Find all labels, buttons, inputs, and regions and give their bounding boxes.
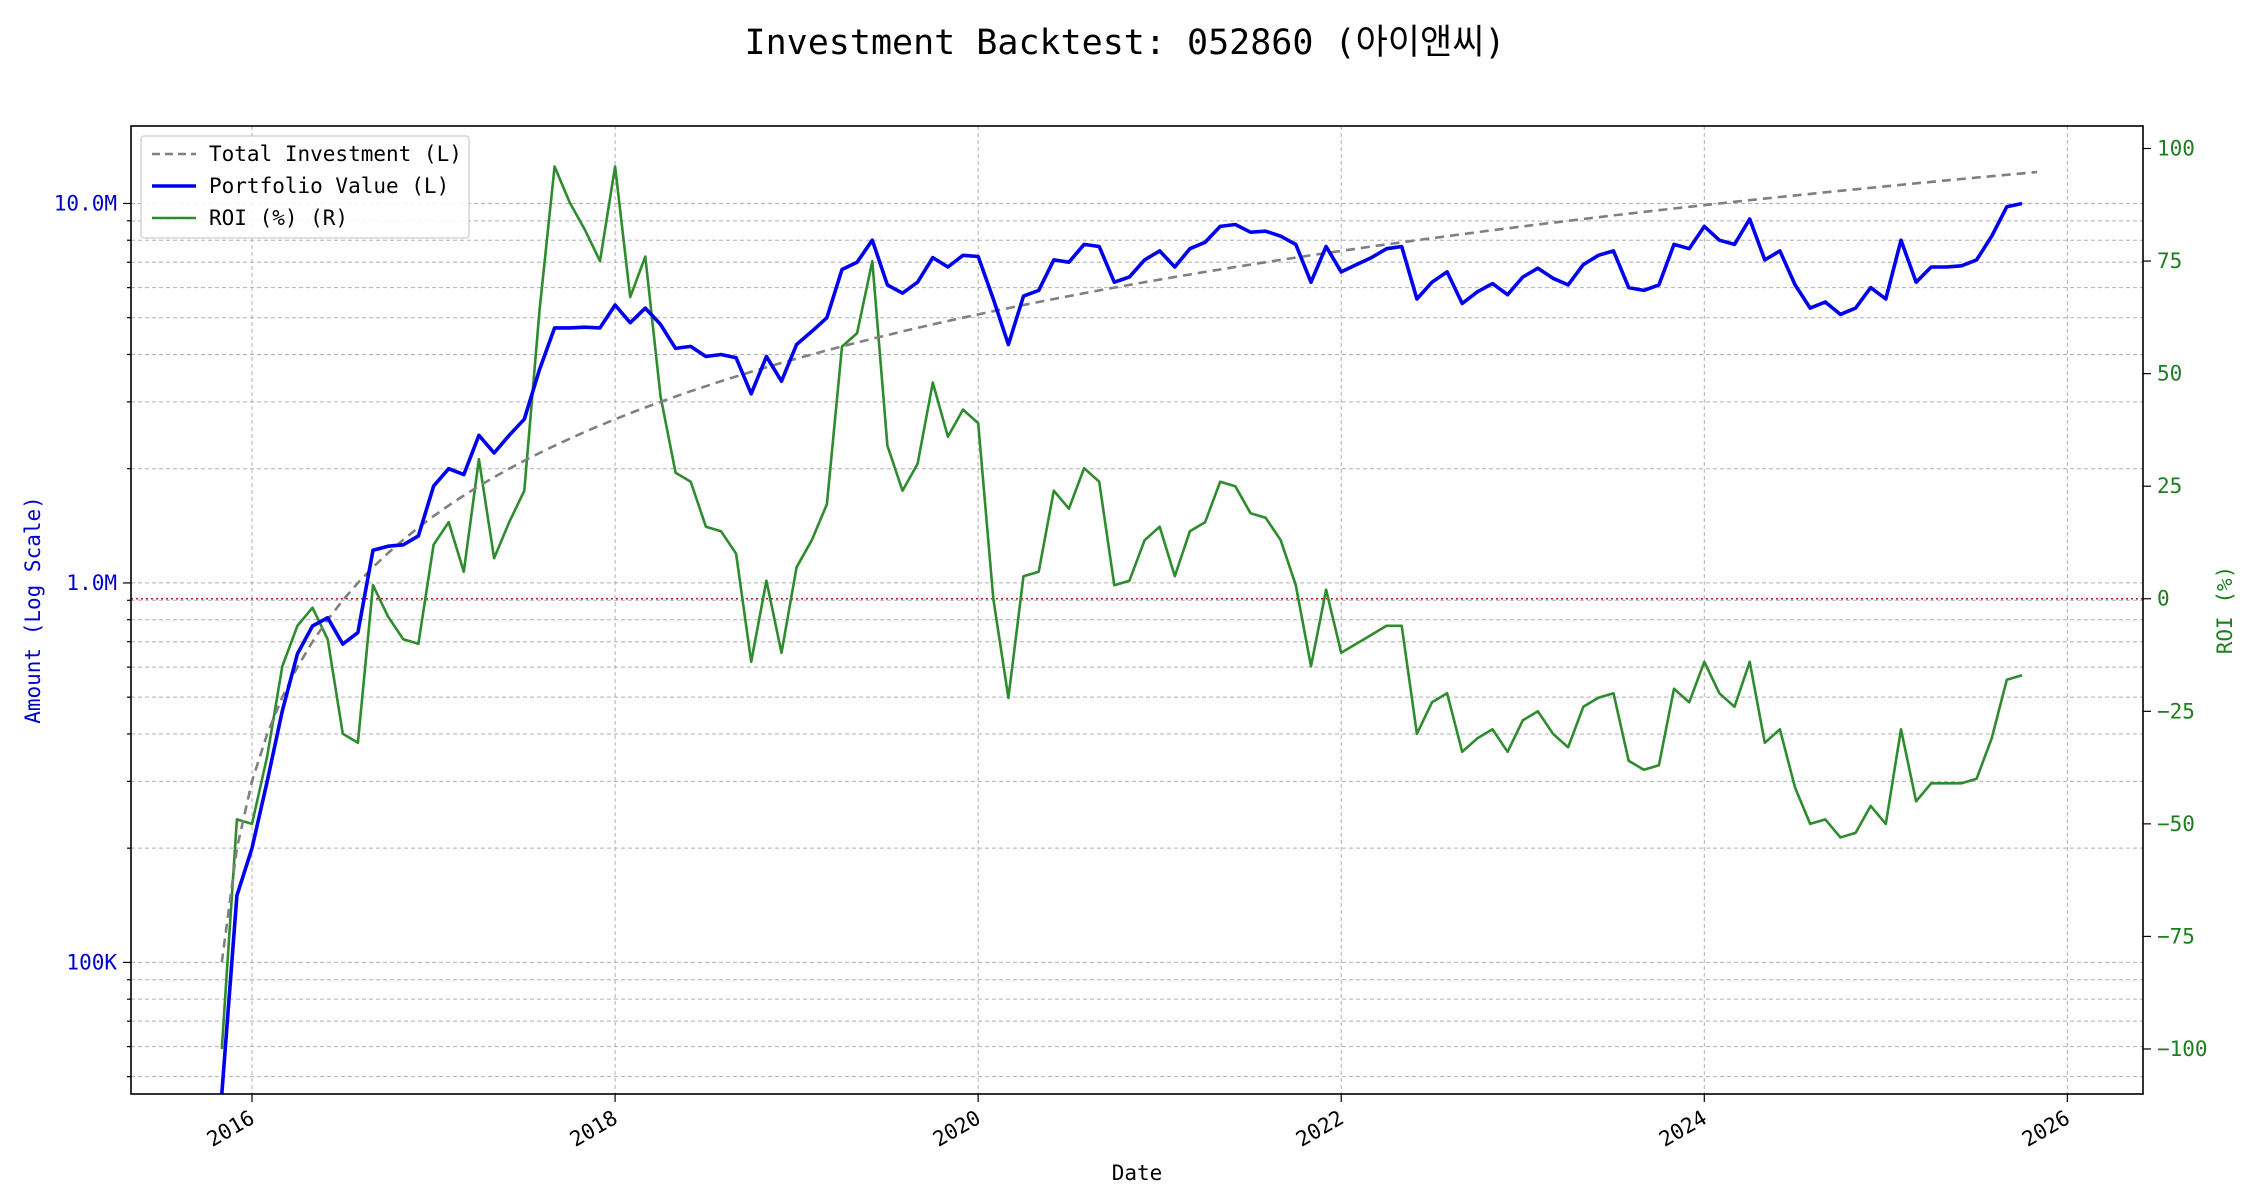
legend-box — [140, 135, 470, 239]
grid-lines — [131, 126, 2143, 1094]
series-roi — [220, 165, 2023, 1050]
y-right-tick-label: 100 — [2157, 137, 2195, 161]
x-tick-label: 2026 — [2018, 1106, 2074, 1152]
y-right-tick-label: −75 — [2157, 924, 2195, 948]
legend-label-portfolio-value: Portfolio Value (L) — [209, 174, 449, 198]
x-tick-label: 2024 — [1655, 1106, 1711, 1152]
plot-frame — [130, 125, 2144, 1095]
series-portfolio-value — [220, 201, 2023, 1095]
y-right-tick-label: 0 — [2157, 587, 2170, 611]
y-left-tick-label: 10.0M — [54, 191, 117, 215]
series-lines — [220, 165, 2038, 1095]
y-left-tick-label: 100K — [66, 950, 117, 974]
y-left-tick-label: 1.0M — [66, 571, 117, 595]
legend-label-roi: ROI (%) (R) — [209, 206, 348, 230]
y-right-tick-label: 50 — [2157, 362, 2182, 386]
x-axis-label: Date — [1112, 1161, 1163, 1185]
y-right-tick-label: −100 — [2157, 1037, 2208, 1061]
tick-marks — [123, 147, 2151, 1102]
chart-title: Investment Backtest: 052860 (아이앤씨) — [744, 23, 1506, 63]
x-tick-label: 2018 — [566, 1106, 622, 1152]
y-left-axis-label: Amount (Log Scale) — [21, 496, 45, 724]
y-right-axis-label: ROI (%) — [2213, 566, 2237, 655]
x-tick-label: 2020 — [929, 1106, 985, 1152]
x-tick-label: 2016 — [203, 1106, 259, 1152]
legend-label-total-investment: Total Investment (L) — [209, 142, 462, 166]
legend: Total Investment (L) Portfolio Value (L)… — [140, 135, 470, 239]
y-right-tick-labels: 100 75 50 25 0 −25 −50 −75 −100 — [2157, 137, 2208, 1061]
series-total-investment — [220, 170, 2038, 963]
y-right-tick-label: 25 — [2157, 474, 2182, 498]
x-tick-label: 2022 — [1292, 1106, 1348, 1152]
y-right-tick-label: −25 — [2157, 699, 2195, 723]
y-left-tick-labels: 100K 1.0M 10.0M — [54, 191, 118, 974]
y-right-tick-label: −50 — [2157, 812, 2195, 836]
x-tick-labels: 2016 2018 2020 2022 2024 2026 — [203, 1106, 2074, 1152]
y-right-tick-label: 75 — [2157, 249, 2182, 273]
